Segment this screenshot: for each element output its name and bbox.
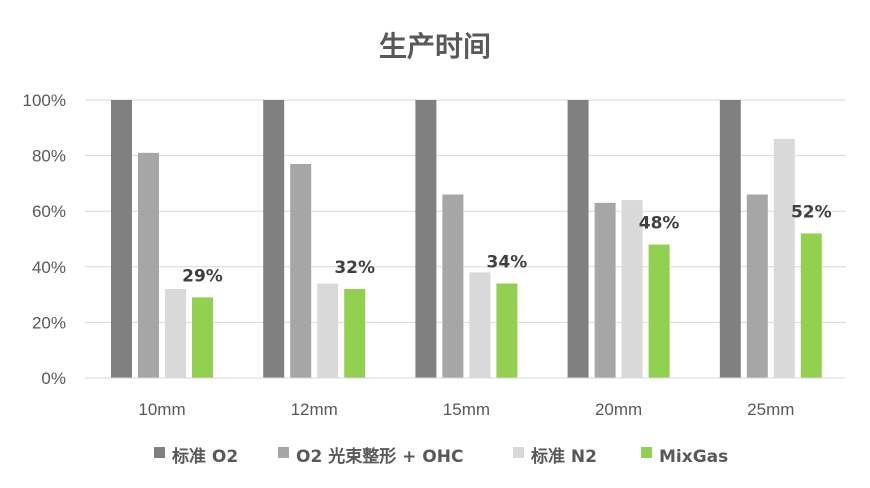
legend-swatch [278, 447, 289, 458]
chart-title: 生产时间 [379, 30, 491, 63]
bar [290, 163, 312, 378]
bar [773, 138, 795, 378]
legend-swatch [641, 447, 652, 458]
bar [317, 283, 339, 378]
legend-swatch [513, 447, 524, 458]
bar [567, 100, 589, 378]
data-label: 29% [182, 266, 223, 286]
bar [138, 152, 159, 378]
y-tick-label: 20% [32, 313, 66, 332]
legend-label: 标准 N2 [531, 446, 597, 467]
bar [621, 200, 643, 378]
bar [111, 100, 132, 378]
data-labels: 29% 32% 34% 48% 52% [182, 202, 832, 286]
y-tick-label: 40% [32, 258, 66, 277]
legend-swatch [154, 447, 165, 458]
bar [415, 100, 437, 378]
data-label: 52% [791, 202, 832, 222]
x-axis-ticks: 10mm 12mm 15mm 20mm 25mm [138, 400, 794, 419]
bar [496, 283, 518, 378]
y-tick-label: 100% [23, 91, 66, 110]
legend-label: O2 光束整形 + OHC [296, 446, 463, 467]
y-tick-label: 60% [32, 202, 66, 221]
x-tick-label: 15mm [443, 400, 490, 419]
bar [192, 297, 213, 378]
y-axis-ticks: 0% 20% 40% 60% 80% 100% [23, 91, 66, 388]
legend-label: MixGas [659, 447, 728, 467]
bar [344, 289, 366, 378]
data-label: 32% [334, 258, 375, 278]
bar [746, 194, 768, 378]
y-tick-label: 0% [41, 369, 66, 388]
gridlines [85, 99, 846, 323]
bar [594, 202, 616, 378]
data-label: 48% [639, 214, 680, 234]
bar [263, 100, 285, 378]
bar [719, 100, 741, 378]
data-label: 34% [487, 252, 528, 272]
bars [111, 100, 822, 378]
x-tick-label: 12mm [291, 400, 338, 419]
x-tick-label: 25mm [747, 400, 794, 419]
x-tick-label: 10mm [138, 400, 185, 419]
bar [800, 233, 822, 378]
bar [442, 194, 464, 378]
bar [469, 272, 491, 378]
legend: 标准 O2 O2 光束整形 + OHC 标准 N2 MixGas [154, 446, 728, 467]
x-tick-label: 20mm [595, 400, 642, 419]
legend-label: 标准 O2 [172, 446, 238, 467]
y-tick-label: 80% [32, 147, 66, 166]
bar [165, 289, 186, 378]
bar [648, 244, 670, 378]
